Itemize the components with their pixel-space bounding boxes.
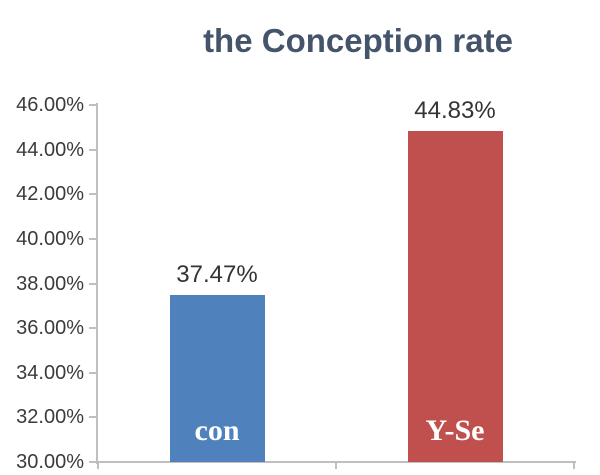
y-axis-tick-mark [89, 461, 97, 463]
y-axis-tick-label: 40.00% [16, 227, 84, 250]
y-axis-tick-label: 32.00% [16, 406, 84, 429]
chart-title: the Conception rate [203, 22, 513, 59]
y-axis-tick-mark [89, 193, 97, 196]
bar-value-label: 44.83% [414, 97, 496, 125]
y-axis-tick-label: 30.00% [16, 451, 84, 473]
y-axis-tick-mark [89, 282, 97, 285]
bar-category-label: con [194, 413, 240, 447]
y-axis-tick-mark [89, 327, 97, 330]
x-axis-tick-mark [573, 462, 575, 469]
y-axis-tick-mark [89, 148, 97, 151]
bar-y-se: Y-Se [407, 131, 503, 462]
x-axis-tick-mark [97, 462, 99, 469]
y-axis-tick-label: 42.00% [16, 183, 84, 206]
y-axis-tick-label: 34.00% [16, 361, 84, 384]
bar-value-label: 37.47% [176, 261, 258, 289]
y-axis-tick-mark [89, 237, 97, 240]
y-axis-tick-label: 36.00% [16, 317, 84, 340]
y-axis-tick-mark [89, 104, 97, 106]
y-axis-tick-label: 46.00% [16, 94, 84, 116]
x-axis-tick-mark [335, 462, 337, 469]
y-axis-tick-label: 38.00% [16, 272, 84, 295]
bar-category-label: Y-Se [425, 413, 485, 447]
y-axis-tick-mark [89, 416, 97, 419]
bar-con: con [169, 295, 265, 462]
y-axis-line [96, 103, 98, 464]
y-axis-tick-mark [89, 371, 97, 374]
y-axis-tick-label: 44.00% [16, 138, 84, 161]
